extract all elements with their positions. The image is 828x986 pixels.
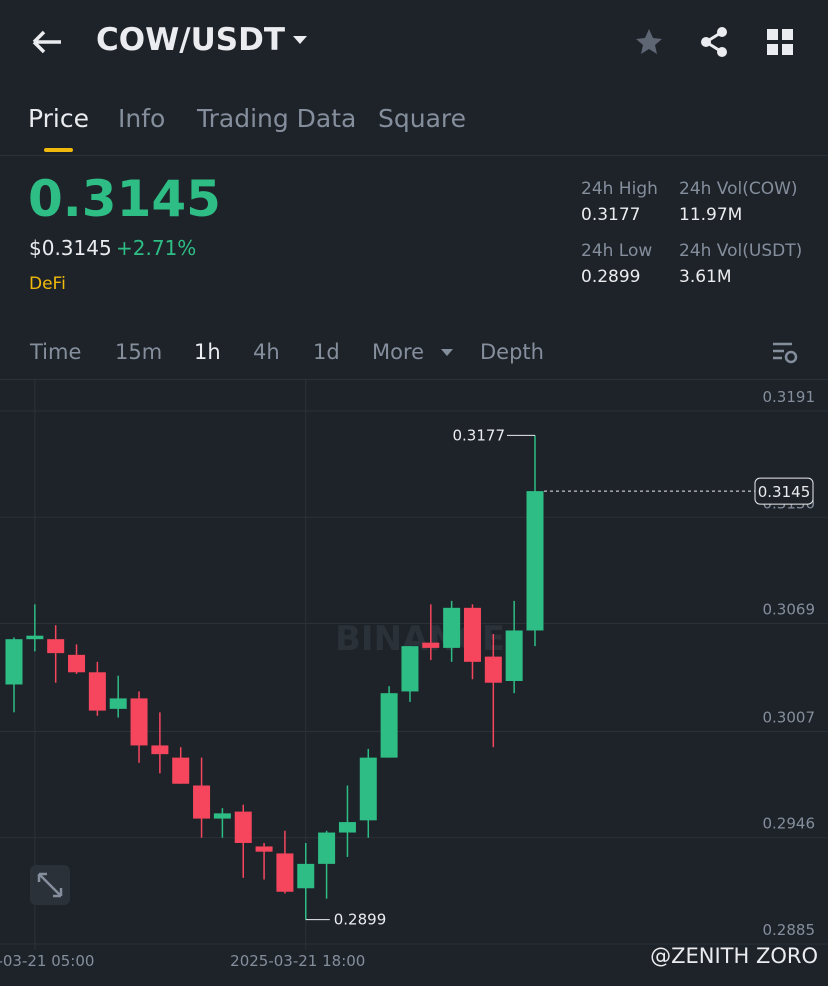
divider: [0, 155, 828, 156]
interval-option[interactable]: Time: [30, 340, 82, 364]
candle-body: [88, 672, 106, 711]
candle-body: [109, 698, 127, 709]
tab[interactable]: Trading Data: [197, 104, 357, 133]
x-tick-label: 2025-03-21 05:00: [0, 952, 94, 970]
last-price-box: [754, 477, 814, 505]
candle-body: [172, 757, 190, 784]
candle-body: [380, 693, 398, 758]
candle-body: [401, 646, 419, 692]
y-tick-label: 0.3191: [763, 388, 816, 406]
back-button[interactable]: [30, 28, 64, 56]
stat-label: 24h Vol(USDT): [679, 241, 803, 261]
candle-body: [526, 491, 544, 631]
candle-body: [422, 642, 440, 648]
candle-body: [255, 846, 273, 852]
y-tick-label: 0.2946: [763, 815, 816, 833]
candle-body: [68, 654, 86, 673]
candle-body: [151, 745, 169, 755]
favorite-button[interactable]: [634, 27, 664, 57]
candle-body: [234, 811, 252, 843]
divider: [0, 379, 828, 380]
candle-body: [47, 639, 65, 654]
y-tick-label: 0.2885: [763, 921, 816, 939]
tab-indicator: [44, 148, 73, 152]
candle-body: [193, 785, 211, 819]
chart-settings[interactable]: [772, 341, 798, 365]
stat-label: 24h Vol(COW): [679, 179, 798, 199]
candle-body: [276, 853, 294, 892]
interval-option[interactable]: More: [372, 340, 425, 364]
interval-option[interactable]: 4h: [253, 340, 280, 364]
y-tick-label: 0.3007: [763, 708, 816, 726]
candle-body: [318, 832, 336, 864]
expand-icon: [37, 872, 63, 898]
stat-value: 3.61M: [679, 267, 732, 287]
stat-value: 11.97M: [679, 205, 743, 225]
candle-body: [359, 757, 377, 821]
stat-label: 24h High: [581, 179, 658, 199]
tab[interactable]: Square: [378, 104, 467, 133]
high-marker-label: 0.3177: [453, 426, 506, 444]
category-tag[interactable]: DeFi: [29, 274, 66, 294]
y-tick-label: 0.3069: [763, 601, 816, 619]
tab[interactable]: Info: [118, 104, 166, 133]
candle-body: [130, 698, 148, 746]
pair-title[interactable]: COW/USDT: [96, 22, 285, 58]
interval-option[interactable]: 1d: [313, 340, 340, 364]
interval-option[interactable]: 1h: [194, 340, 221, 364]
last-price: 0.3145: [28, 170, 221, 228]
menu-button[interactable]: [767, 29, 795, 57]
candle-body: [5, 639, 23, 685]
more-caret[interactable]: [440, 348, 454, 358]
candle-body: [463, 607, 481, 662]
candle-body: [443, 607, 461, 648]
interval-option[interactable]: Depth: [480, 340, 544, 364]
candle-body: [484, 656, 502, 683]
pair-dropdown[interactable]: [292, 34, 308, 46]
stat-label: 24h Low: [581, 241, 653, 261]
low-marker-label: 0.2899: [334, 911, 387, 929]
tab[interactable]: Price: [28, 104, 89, 133]
candle-body: [213, 813, 231, 819]
stat-value: 0.3177: [581, 205, 641, 225]
share-button[interactable]: [698, 26, 730, 58]
price-change: +2.71%: [116, 236, 197, 260]
usd-price: $0.3145: [29, 236, 112, 260]
candlestick-chart: BINANCE 0.28850.29460.30070.30690.31300.…: [0, 380, 828, 970]
credit: @ZENITH ZORO: [650, 944, 818, 968]
candle-body: [297, 863, 315, 889]
stat-value: 0.2899: [581, 267, 641, 287]
x-tick-label: 2025-03-21 18:00: [230, 952, 365, 970]
candle-body: [338, 822, 356, 833]
last-price-label: 0.3145: [758, 483, 811, 501]
candle-body: [26, 635, 44, 640]
interval-option[interactable]: 15m: [115, 340, 163, 364]
candle-body: [505, 630, 523, 681]
